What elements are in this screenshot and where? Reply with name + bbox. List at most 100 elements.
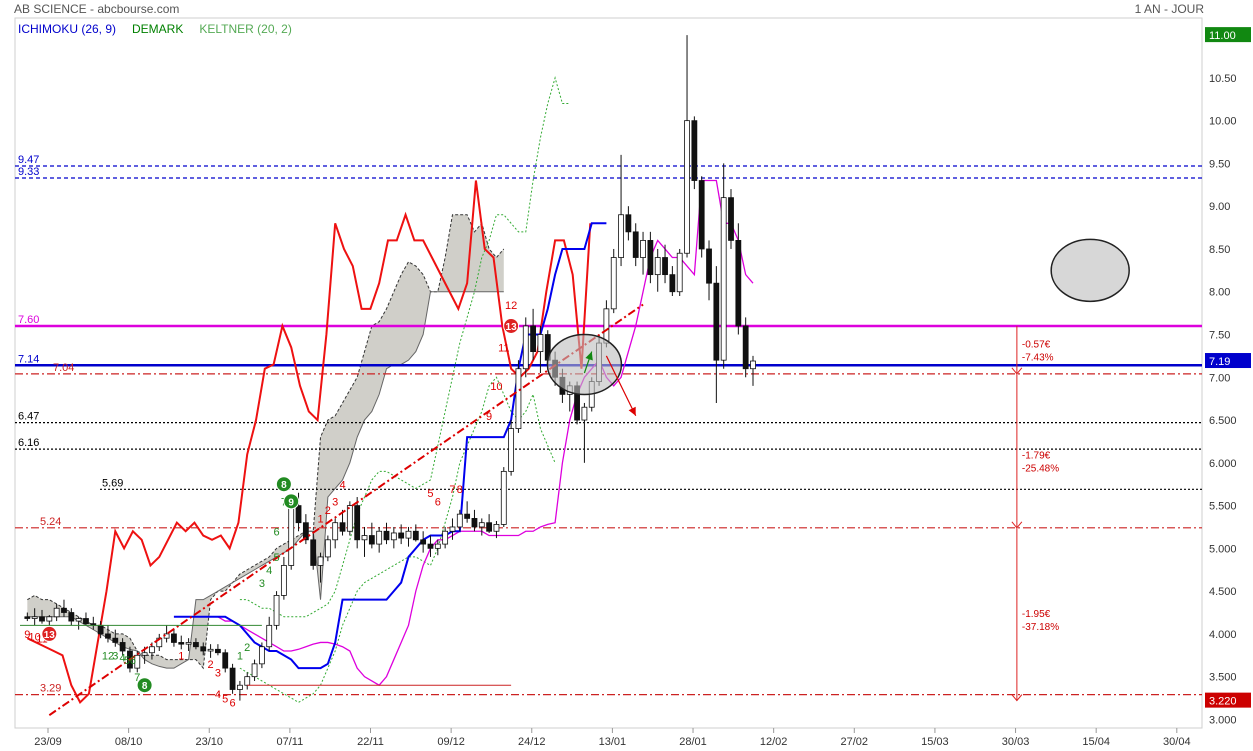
candle-body [735, 240, 742, 327]
candle-body [662, 257, 668, 276]
level-label: 9.47 [18, 154, 39, 166]
legend-item: KELTNER (20, 2) [199, 22, 291, 36]
arrow-head [628, 406, 636, 416]
demark-count: 9 [486, 411, 492, 423]
measure-arrow [1011, 367, 1023, 375]
chart-title: AB SCIENCE - abcbourse.com [14, 2, 179, 16]
candle-body [339, 522, 346, 532]
keltner-lower [239, 376, 556, 703]
demark-signal-label: 8 [281, 480, 287, 491]
perf-value: -1.95€ [1022, 609, 1051, 620]
x-tick-label: 13/01 [599, 736, 627, 748]
candle-body [654, 257, 661, 276]
x-tick-label: 09/12 [437, 736, 465, 748]
y-tick-label: 3.000 [1209, 714, 1237, 726]
highlight-ellipse [1050, 238, 1130, 303]
level-label: 6.47 [18, 411, 39, 423]
demark-count: 1 [317, 514, 323, 526]
level-label: 9.33 [18, 166, 39, 178]
candle-body [141, 652, 148, 656]
x-tick-label: 22/11 [357, 736, 384, 748]
candle-body [310, 539, 317, 566]
candle-body [266, 624, 273, 648]
candle-body [215, 648, 221, 654]
demark-count: 10 [29, 632, 41, 644]
x-tick-label: 08/10 [115, 736, 143, 748]
candle-body [390, 532, 397, 541]
demark-signal [503, 317, 520, 334]
y-tick-label: 4.500 [1209, 586, 1237, 598]
y-tick-label: 10.50 [1209, 73, 1237, 85]
demark-signal [275, 476, 292, 493]
y-tick-label: 6.500 [1209, 415, 1237, 427]
perf-percent: -7.43% [1022, 352, 1054, 363]
candle-body [39, 616, 45, 622]
candle-body [684, 120, 690, 254]
candle-body [427, 543, 434, 549]
y-tick-label: 7.00 [1209, 372, 1230, 384]
candle-body [530, 325, 536, 353]
demark-count: 8 [457, 484, 463, 496]
demark-count: 12 [505, 300, 517, 312]
arrow-head [585, 351, 593, 361]
x-tick-label: 15/04 [1082, 736, 1110, 748]
candle-body [742, 325, 749, 370]
candle-body [288, 505, 295, 566]
candle-body [537, 334, 544, 353]
demark-count: 3 [332, 497, 338, 509]
candle-body [46, 616, 53, 622]
demark-count: 3 [259, 578, 265, 590]
candle-body [610, 257, 617, 310]
candle-body [236, 684, 243, 690]
perf-percent: -37.18% [1022, 622, 1059, 633]
demark-count: 11 [36, 633, 47, 645]
demark-count: 4 [339, 479, 345, 491]
demark-count: 7 [449, 484, 455, 496]
demark-count: 4 [120, 652, 126, 664]
candle-body [486, 522, 493, 532]
candle-body [280, 565, 287, 596]
candle-body [207, 648, 214, 652]
x-tick-label: 07/11 [277, 736, 304, 748]
candle-body [398, 532, 405, 539]
last-price-badge: 7.19 [1209, 356, 1230, 368]
highlight-ellipse [546, 333, 623, 396]
candle-body [500, 470, 507, 525]
candle-body [713, 282, 720, 361]
demark-signal [136, 677, 153, 694]
demark-count: 4 [215, 689, 221, 701]
demark-count: 4 [266, 565, 272, 577]
candle-body [581, 406, 588, 421]
candle-body [625, 214, 632, 233]
candle-body [632, 231, 639, 258]
demark-count: 10 [490, 381, 502, 393]
x-tick-label: 28/01 [679, 736, 707, 748]
legend-item: DEMARK [132, 22, 183, 36]
demark-count: 11 [498, 343, 509, 355]
candle-body [346, 505, 353, 532]
candle-body [508, 428, 515, 472]
candle-body [383, 530, 390, 541]
candle-body [647, 240, 654, 276]
candle-body [434, 543, 441, 549]
candle-body [493, 524, 500, 532]
candle-body [603, 308, 610, 344]
candle-body [368, 535, 375, 545]
demark-count: 2 [244, 642, 250, 654]
candle-body [53, 607, 60, 618]
candle-body [618, 214, 624, 258]
demark-count: 6 [273, 527, 279, 539]
candle-body [478, 522, 485, 528]
demark-count: 2 [208, 659, 214, 671]
candle-body [412, 530, 419, 541]
level-label: 5.24 [40, 516, 61, 528]
candle-body [691, 120, 698, 181]
candle-body [750, 360, 756, 370]
demark-signal [41, 625, 58, 642]
candle-body [361, 535, 368, 541]
candle-body [669, 274, 676, 293]
arrow-line [605, 355, 637, 417]
candle-body [728, 197, 734, 241]
demark-count: 5 [273, 552, 279, 564]
